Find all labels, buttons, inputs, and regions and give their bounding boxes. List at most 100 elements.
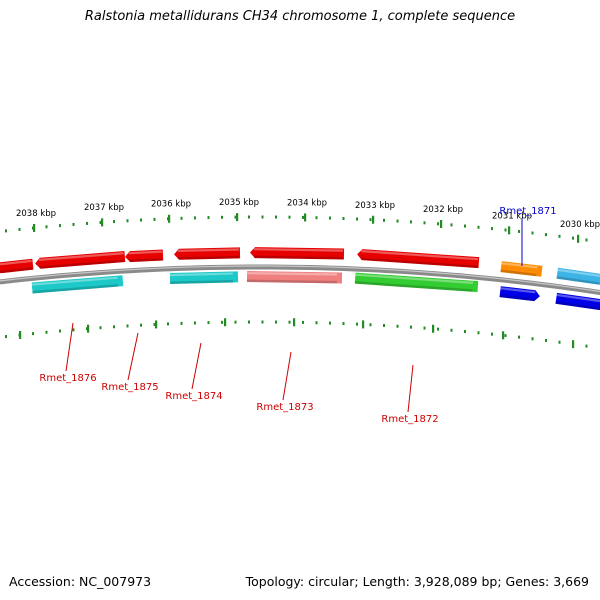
scale-label: 2031 kbp [492,212,532,222]
ruler-dot [234,320,237,324]
ruler-dot [45,225,48,229]
ruler-major-tick [293,318,296,327]
gene-shadow [499,294,535,302]
ruler-major-tick [33,223,36,232]
ruler-dot [450,223,453,227]
ruler-major-tick [440,220,443,229]
gene-feature [555,292,600,311]
gene-body [555,292,600,311]
ruler-major-tick [304,213,307,222]
ruler-dot [248,320,250,324]
ruler-major-tick [362,320,365,329]
ruler-dot [194,216,196,220]
gene-shadow [32,284,119,294]
ruler-dot [396,219,399,223]
ruler-dot [342,216,345,220]
gene-feature [35,251,126,269]
ruler-dot [531,231,534,235]
ruler-dot [113,220,115,224]
gene-body [169,271,239,285]
ruler-dot [248,215,250,219]
ruler-dot [464,224,466,228]
gene-label-leader [407,364,414,413]
ruler-dot [558,340,561,344]
gene-feature [31,275,124,294]
ruler-dot [194,321,196,325]
ruler-dot [491,332,493,336]
gene-shadow [500,269,537,277]
ruler-dot [86,221,88,225]
gene-highlight [38,252,124,261]
ruler-dot [423,221,426,225]
ruler-dot [275,215,277,219]
ruler-dot [423,326,426,330]
ruler-dot [545,233,547,237]
gene-body [35,251,126,269]
gene-feature [556,267,600,286]
gene-shadow [178,255,240,260]
gene-label-leader [282,351,292,401]
genome-summary: Topology: circular; Length: 3,928,089 bp… [245,574,589,589]
ruler-dot [383,218,385,222]
ruler-dot [410,325,412,329]
ruler-dot [302,215,304,219]
ruler-major-tick [372,215,375,224]
ruler-dot [518,335,520,339]
gene-highlight [0,259,32,266]
gene-body [354,272,479,293]
ruler-dot [356,322,358,326]
ruler-dot [369,323,372,327]
gene-body [556,267,600,286]
ruler-dot [153,323,156,327]
ruler-dot [437,327,439,331]
ruler-dot [315,321,318,325]
gene-feature [354,272,479,293]
gene-highlight [557,268,600,277]
ruler-major-tick [101,218,104,227]
ruler-dot [32,332,34,336]
gene-highlight [556,293,600,303]
gene-shadow [360,257,478,269]
gene-highlight [177,248,239,252]
ruler-dot [585,344,588,348]
gene-highlight [501,262,538,269]
gene-shadow [0,267,33,274]
scale-label: 2033 kbp [355,201,395,211]
gene-feature [0,258,34,274]
ruler-dot [288,215,291,219]
gene-label: Rmet_1876 [39,373,96,384]
gene-feature [500,261,543,277]
ruler-dot [288,320,291,324]
gene-shadow [129,258,163,263]
ruler-dot [504,334,507,338]
scale-label: 2036 kbp [151,200,191,210]
ruler-major-tick [236,213,239,222]
ruler-dot [45,330,48,334]
ruler-dot [261,215,264,219]
ruler-major-tick [19,330,22,339]
gene-body [31,275,124,294]
ruler-dot [261,320,264,324]
ruler-major-tick [224,318,227,327]
ruler-dot [504,228,507,232]
ruler-dot [437,222,439,226]
ruler-dot [99,326,102,330]
gene-feature [125,249,164,263]
ruler-dot [5,229,7,233]
ruler-dot [72,222,75,226]
gene-body [0,258,34,274]
ruler-dot [518,229,520,233]
ruler-major-tick [577,234,580,243]
ruler-dot [207,321,210,325]
ruler-major-tick [432,324,435,333]
scale-label: 2030 kbp [560,220,600,230]
backbone-line [0,264,600,296]
gene-shadow [39,259,125,269]
ruler-dot [99,220,102,224]
gene-highlight [355,273,474,285]
ruler-major-tick [508,226,511,235]
gene-feature [499,286,540,302]
gene-label-leader [127,332,139,381]
gene-body [125,249,164,263]
ruler-dot [140,218,142,222]
